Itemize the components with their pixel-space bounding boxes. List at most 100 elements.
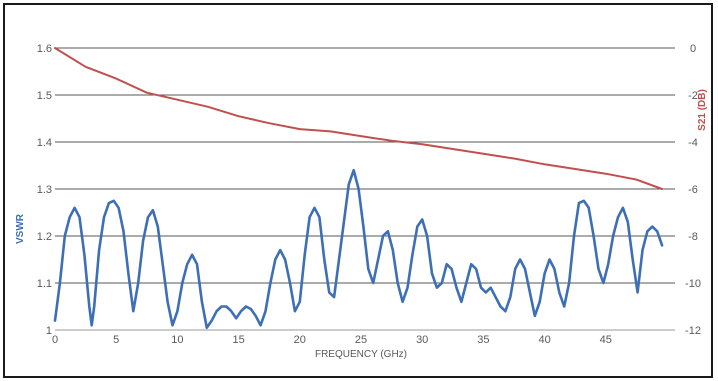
vswr-point xyxy=(368,268,369,269)
s21-point xyxy=(146,92,147,93)
vswr-point xyxy=(167,301,168,302)
s21-point xyxy=(238,116,239,117)
chart-frame: 0 5 10 15 20 25 30 35 40 45 1 1.1 1.2 1.3 1.4 1.5 1.6 -… xyxy=(3,3,713,378)
vswr-point xyxy=(392,250,393,251)
vswr-point xyxy=(402,301,403,302)
vswr-point xyxy=(524,268,525,269)
vswr-point xyxy=(417,226,418,227)
vswr-point xyxy=(495,297,496,298)
vswr-point xyxy=(98,250,99,251)
x-axis-title: FREQUENCY (GHz) xyxy=(315,349,407,360)
vswr-point xyxy=(91,325,92,326)
vswr-point xyxy=(568,282,569,283)
left-tick-label: 1.3 xyxy=(37,184,52,196)
vswr-point xyxy=(285,259,286,260)
vswr-point xyxy=(539,301,540,302)
vswr-point xyxy=(480,287,481,288)
left-tick-label: 1.2 xyxy=(37,231,52,243)
vswr-point xyxy=(431,273,432,274)
vswr-point xyxy=(407,287,408,288)
s21-point xyxy=(513,158,514,159)
x-tick-label: 35 xyxy=(477,334,489,346)
vswr-point xyxy=(446,264,447,265)
vswr-point xyxy=(363,226,364,227)
x-tick-label: 40 xyxy=(538,334,550,346)
vswr-point xyxy=(128,273,129,274)
dual-axis-line-chart: 0 5 10 15 20 25 30 35 40 45 1 1.1 1.2 1.3 1.4 1.5 1.6 -… xyxy=(15,43,708,360)
vswr-point xyxy=(520,259,521,260)
s21-point xyxy=(85,66,86,67)
vswr-point xyxy=(118,207,119,208)
vswr-point xyxy=(147,217,148,218)
left-tick-label: 1.1 xyxy=(37,278,52,290)
vswr-point xyxy=(593,235,594,236)
vswr-point xyxy=(299,301,300,302)
vswr-point xyxy=(662,245,663,246)
vswr-point xyxy=(94,306,95,307)
vswr-point xyxy=(632,259,633,260)
vswr-point xyxy=(573,235,574,236)
x-tick-label: 10 xyxy=(171,334,183,346)
s21-point xyxy=(662,188,663,189)
vswr-point xyxy=(143,240,144,241)
vswr-point xyxy=(652,226,653,227)
vswr-point xyxy=(172,325,173,326)
vswr-point xyxy=(138,282,139,283)
vswr-point xyxy=(622,207,623,208)
s21-point xyxy=(544,164,545,165)
vswr-point xyxy=(426,235,427,236)
left-axis-ticks: 1 1.1 1.2 1.3 1.4 1.5 1.6 xyxy=(37,43,52,337)
left-tick-label: 1.4 xyxy=(37,137,52,149)
vswr-point xyxy=(152,210,153,211)
x-tick-label: 5 xyxy=(113,334,119,346)
vswr-point xyxy=(348,184,349,185)
vswr-point xyxy=(201,301,202,302)
vswr-point xyxy=(578,203,579,204)
vswr-point xyxy=(534,315,535,316)
vswr-point xyxy=(309,217,310,218)
vswr-point xyxy=(196,264,197,265)
vswr-point xyxy=(314,207,315,208)
vswr-point xyxy=(206,327,207,328)
vswr-point xyxy=(613,235,614,236)
vswr-point xyxy=(378,259,379,260)
vswr-point xyxy=(564,306,565,307)
vswr-point xyxy=(89,306,90,307)
series-lines xyxy=(53,47,664,329)
vswr-point xyxy=(231,311,232,312)
vswr-point xyxy=(54,320,55,321)
vswr-point xyxy=(211,320,212,321)
left-tick-label: 1.6 xyxy=(37,43,52,55)
s21-point xyxy=(636,179,637,180)
vswr-point xyxy=(588,207,589,208)
s21-point xyxy=(269,123,270,124)
vswr-point xyxy=(221,306,222,307)
vswr-point xyxy=(466,282,467,283)
s21-point xyxy=(575,168,576,169)
x-tick-label: 0 xyxy=(52,334,58,346)
s21-point xyxy=(605,173,606,174)
vswr-point xyxy=(226,306,227,307)
vswr-point xyxy=(324,259,325,260)
vswr-point xyxy=(69,217,70,218)
right-tick-label: 0 xyxy=(690,43,696,55)
x-tick-label: 20 xyxy=(294,334,306,346)
vswr-point xyxy=(549,259,550,260)
vswr-point xyxy=(270,282,271,283)
vswr-point xyxy=(245,306,246,307)
vswr-point xyxy=(456,287,457,288)
vswr-point xyxy=(657,231,658,232)
vswr-point xyxy=(343,221,344,222)
s21-point xyxy=(360,136,361,137)
vswr-point xyxy=(255,315,256,316)
vswr-point xyxy=(265,311,266,312)
vswr-point xyxy=(191,254,192,255)
vswr-point xyxy=(451,268,452,269)
vswr-point xyxy=(79,217,80,218)
vswr-point xyxy=(490,287,491,288)
s21-point xyxy=(422,144,423,145)
left-tick-label: 1.5 xyxy=(37,90,52,102)
right-tick-label: -12 xyxy=(685,325,701,337)
vswr-point xyxy=(216,311,217,312)
vswr-point xyxy=(627,221,628,222)
